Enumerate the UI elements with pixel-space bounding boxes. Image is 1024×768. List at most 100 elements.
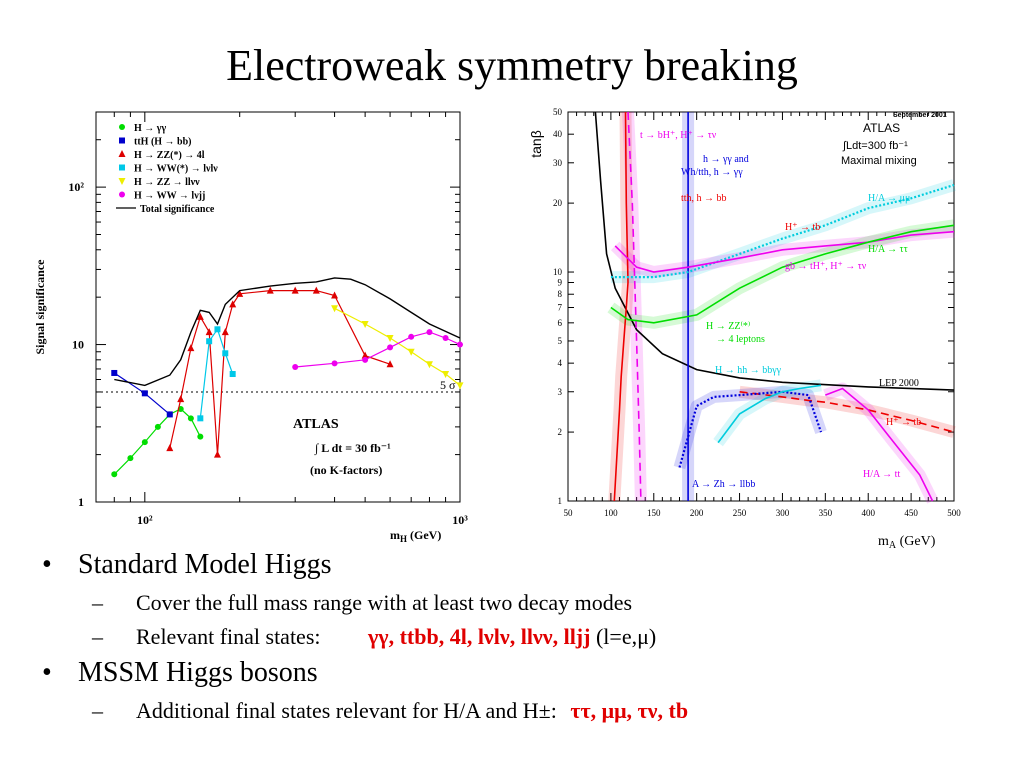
h-zz-4l-point — [266, 286, 274, 294]
legend-item: Total significance — [116, 204, 215, 215]
h-a-line — [610, 224, 955, 324]
curve-label: h → γγ and — [703, 154, 749, 165]
y-tick-label: 40 — [553, 129, 563, 139]
sub-bullet-text: Relevant final states: — [136, 624, 321, 649]
x-axis-label: mH (GeV) — [390, 528, 441, 544]
y-tick-label: 8 — [558, 289, 563, 299]
legend-label: ttH (H → bb) — [134, 137, 192, 148]
curve-label: H/A → tt — [863, 469, 900, 480]
legend-item: H → γγ — [119, 123, 166, 134]
axis-ticks — [95, 111, 461, 503]
curve-label: t → bH⁺, H⁺ → τν — [640, 130, 717, 141]
h-zz-ll-point — [407, 348, 415, 356]
h-ww-l-jj-point — [457, 341, 463, 348]
y-tick-label: 7 — [558, 303, 563, 313]
sub-bullet-final-states: – Relevant final states: γγ, ttbb, 4l, l… — [40, 622, 1020, 652]
slide-title: Electroweak symmetry breaking — [226, 41, 798, 90]
h-zz-4l-point — [205, 328, 213, 336]
svg-text:mA (GeV): mA (GeV) — [878, 534, 936, 549]
curve-label: gb → tH⁺, H⁺ → τν — [785, 261, 867, 272]
lumi-label: ∫Ldt=300 fb⁻¹ — [842, 140, 908, 152]
x-tick-label: 50 — [564, 508, 574, 518]
y-tick-label: 10 — [553, 267, 563, 277]
h-ww-l-jj-point — [119, 191, 125, 198]
sub-bullet-mass-range: – Cover the full mass range with at leas… — [40, 588, 1020, 618]
legend-label: H → ZZ → llνν — [134, 177, 200, 188]
y-tick-label: 10 — [72, 338, 84, 352]
tth-h-bb-point — [119, 137, 125, 144]
x-tick-label: 10² — [137, 513, 153, 527]
curve-label: tth, h → bb — [681, 193, 727, 204]
k-factor-label: (no K-factors) — [310, 463, 382, 477]
legend-label: H → ZZ(*) → 4l — [134, 150, 205, 161]
h-point — [187, 415, 194, 422]
sub-bullet-text: Cover the full mass range with at least … — [136, 590, 633, 615]
gb-th-h-line — [614, 230, 955, 273]
h-ww-l-l-point — [229, 371, 236, 378]
h-point — [141, 439, 148, 446]
bullet-sm-higgs: • Standard Model Higgs — [40, 548, 1020, 582]
x-tick-label: 200 — [690, 508, 704, 518]
h-ww-l-jj-series — [292, 329, 463, 371]
lep-2000-line — [594, 111, 955, 391]
sub-bullet-mssm-final-states: – Additional final states relevant for H… — [40, 696, 1020, 726]
h-point — [154, 423, 161, 430]
x-tick-label: 400 — [861, 508, 875, 518]
h-zz-4l-point — [221, 328, 229, 336]
h-zz-4l-point — [196, 312, 204, 320]
h-zz-ll-point — [331, 305, 339, 313]
h-point — [197, 433, 204, 440]
tth-h-bb-line — [613, 111, 629, 502]
curve-label: H⁺ → tb — [886, 417, 921, 428]
x-tick-label: 500 — [947, 508, 961, 518]
total-significance-series — [114, 277, 461, 387]
tth-h-bb-point — [166, 411, 173, 418]
h-point — [127, 455, 134, 462]
curve-label: → 4 leptons — [716, 334, 765, 345]
plot-frame — [95, 111, 461, 503]
mssm-final-states-highlight: ττ, μμ, τν, tb — [570, 698, 689, 723]
h-zz-ll-point — [361, 321, 369, 329]
x-tick-label: 450 — [904, 508, 918, 518]
x-axis-label: mA (GeV) — [878, 534, 936, 549]
h-zz-4l-point — [213, 450, 221, 458]
dash-icon: – — [92, 698, 103, 723]
h-zz-4l-line — [169, 290, 391, 455]
h-zz-ll-line — [334, 307, 461, 386]
h-ww-l-l-line — [199, 327, 234, 419]
h-zz-4l-point — [236, 289, 244, 297]
h-ww-l-jj-line — [295, 331, 461, 368]
h-ww-l-l-point — [206, 338, 213, 345]
atlas-label: ATLAS — [293, 417, 339, 432]
dash-icon: – — [92, 590, 103, 615]
y-tick-label: 30 — [553, 158, 563, 168]
h-zz-ll-point — [442, 371, 450, 379]
h-zz-ll-point — [456, 382, 464, 390]
curve-label: H → ZZ⁽*⁾ — [706, 321, 750, 332]
h-tb-lower-line — [739, 391, 955, 433]
legend-label: Total significance — [140, 204, 215, 215]
y-tick-label: 5 — [558, 336, 563, 346]
y-tick-label: 6 — [558, 318, 563, 328]
h-zz-4l-point — [229, 300, 237, 308]
y-tick-label: 10² — [68, 180, 84, 194]
h-zz-4l-point — [386, 360, 394, 368]
y-axis-label: tanβ — [528, 130, 544, 158]
svg-text:mH (GeV): mH (GeV) — [390, 528, 441, 544]
a-zh-llbb-line — [678, 390, 823, 468]
x-tick-label: 300 — [776, 508, 790, 518]
curve-label: LEP 2000 — [879, 378, 919, 389]
y-tick-label: 3 — [558, 387, 563, 397]
legend-label: H → WW → lνjj — [134, 191, 205, 202]
h-zz-4l-point — [166, 444, 174, 452]
x-tick-label: 150 — [647, 508, 661, 518]
h-zz-4l-point — [291, 286, 299, 294]
h-zz-ll-point — [386, 335, 394, 343]
h-point — [119, 124, 125, 130]
h-hh-bb-line — [717, 384, 822, 444]
h-ww-l-jj-point — [442, 335, 449, 342]
sm-higgs-significance-chart: Signal significance 1 10 10² 10² 10³ mH (Ge… — [33, 111, 468, 544]
h-ww-l-l-point — [214, 326, 221, 333]
h-ww-l-jj-point — [362, 356, 369, 363]
curve-label: Wh/tth, h → γγ — [681, 167, 743, 178]
